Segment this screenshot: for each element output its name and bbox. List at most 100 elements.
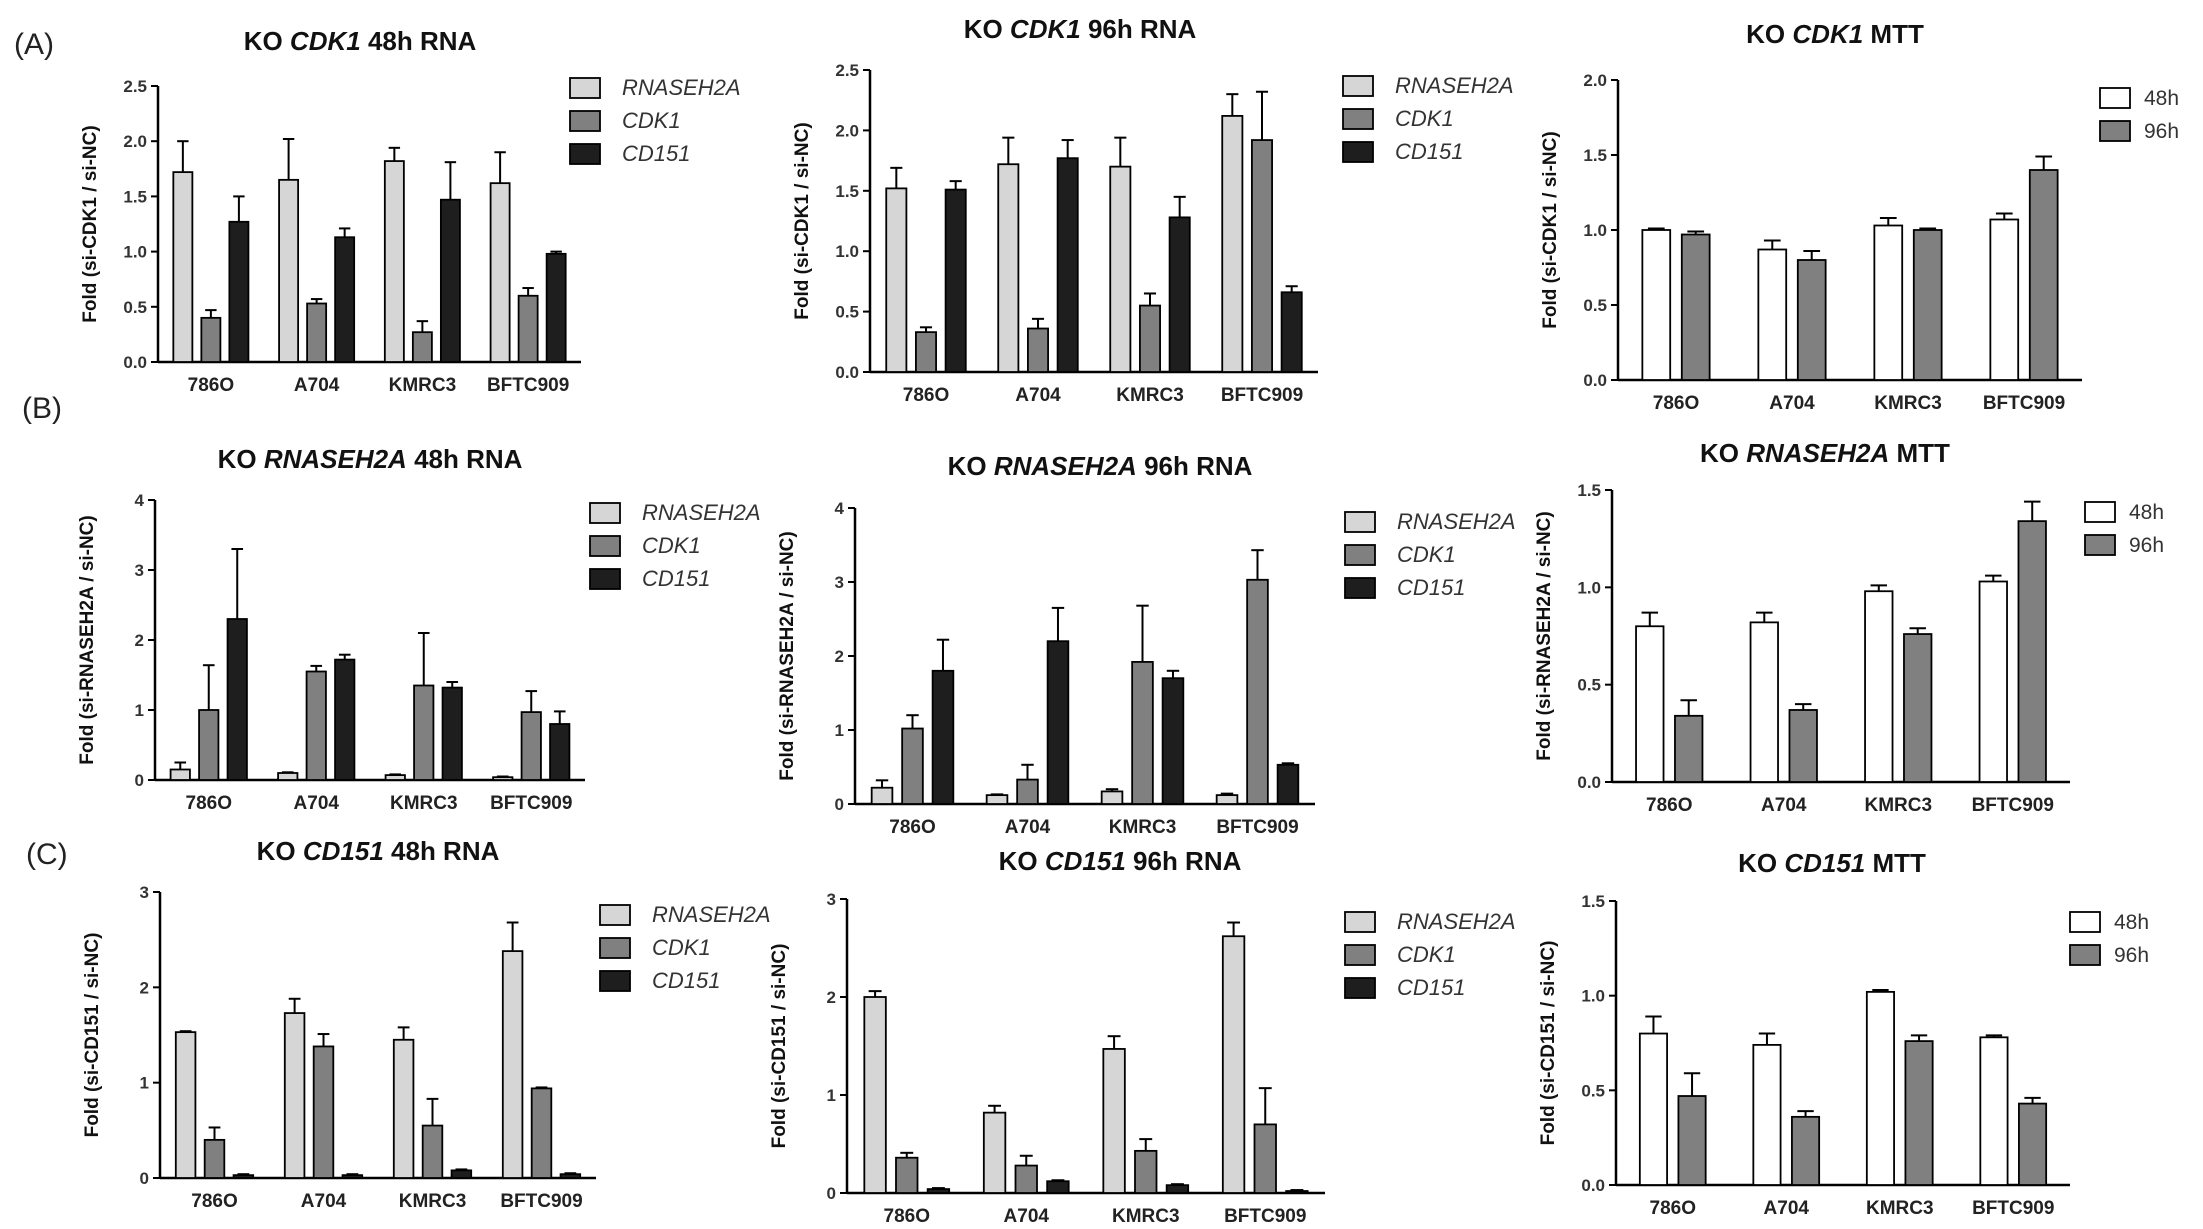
chart-2: KO CDK1 MTT 0.0 0.5 1.0 1.5 2.0 Fold (si-CDK1 … [1540,19,2179,414]
y-axis-label: Fold (si-RNASEH2A / si-NC) [777,531,798,780]
x-tick-label: KMRC3 [1109,817,1177,838]
bar [1674,714,1704,783]
bar [226,618,248,781]
x-tick-label: KMRC3 [1874,393,1942,414]
y-tick-label: 0.5 [1577,676,1601,695]
y-axis-label: Fold (si-CDK1 / si-NC) [792,122,813,319]
legend-label: CDK1 [622,108,681,133]
x-tick-label: KMRC3 [1112,1206,1180,1227]
bar [1046,640,1070,805]
bar [413,684,435,781]
panel-label-c: (C) [26,838,68,871]
legend-swatch [599,904,631,926]
bar [1752,1043,1782,1186]
legend-label: 48h [2144,87,2179,110]
chart-3: KO RNASEH2A 48h RNA 0 1 2 3 4 Fold (si-RNASEH2… [77,444,761,814]
x-tick-label: KMRC3 [1866,1198,1934,1219]
bar [870,786,894,805]
x-tick-label: BFTC909 [500,1191,582,1212]
legend-swatch [2069,944,2101,966]
bar [312,1045,335,1179]
bar [2018,1102,2048,1186]
bar [1757,248,1788,381]
x-tick-label: A704 [1015,385,1061,406]
legend-swatch [569,143,601,165]
bar [863,996,887,1194]
y-tick-label: 1.5 [1577,481,1601,500]
bar [1677,1095,1707,1186]
y-tick-label: 0 [835,795,844,814]
bar [530,1087,553,1179]
bar [931,669,955,805]
bar [501,950,524,1179]
x-tick-label: BFTC909 [1216,817,1298,838]
y-tick-label: 2.0 [1583,71,1607,90]
y-tick-label: 0.5 [1583,296,1607,315]
legend-swatch [599,937,631,959]
bar [1215,794,1239,805]
y-tick-label: 4 [835,499,845,518]
y-axis-label: Fold (si-RNASEH2A / si-NC) [1534,511,1555,760]
chart-1: KO CDK1 96h RNA 0.0 0.5 1.0 1.5 2.0 2.5 Fold (s… [792,14,1514,406]
x-tick-label: 786O [884,1206,930,1227]
bar [1027,327,1049,373]
bar [1161,677,1185,805]
bar [1788,709,1818,783]
x-tick-label: BFTC909 [490,793,572,814]
y-tick-label: 2 [140,978,149,997]
bar [200,316,222,363]
legend-label: 48h [2129,501,2164,524]
bar [1864,590,1894,783]
y-tick-label: 2.0 [123,132,147,151]
legend-label: RNASEH2A [652,902,771,927]
x-tick-label: KMRC3 [1864,795,1932,816]
chart-8: KO CD151 MTT 0.0 0.5 1.0 1.5 Fold (si-CD151 /… [1538,848,2149,1219]
bar [1873,224,1904,381]
legend-swatch [2069,911,2101,933]
bar [1276,763,1300,805]
y-tick-label: 1.0 [1577,578,1601,597]
bar [1989,218,2020,381]
bar [520,711,542,781]
legend-label: CDK1 [1395,106,1454,131]
bar [1979,1036,2009,1186]
bar [1165,1184,1190,1194]
x-tick-label: KMRC3 [399,1191,467,1212]
x-tick-label: A704 [1004,1206,1050,1227]
legend-label: RNASEH2A [1397,909,1516,934]
y-tick-label: 0 [140,1169,149,1188]
legend-label: 96h [2114,944,2149,967]
y-tick-label: 2.5 [835,61,859,80]
x-tick-label: KMRC3 [1116,385,1184,406]
chart-7: KO CD151 96h RNA 0 1 2 3 Fold (si-CD151 / si-… [769,846,1516,1227]
bar [450,1169,473,1179]
bar [1903,633,1933,783]
y-tick-label: 1 [140,1074,149,1093]
y-axis-label: Fold (si-CDK1 / si-NC) [1540,131,1561,328]
chart-title: KO RNASEH2A MTT [1700,438,1950,468]
legend-label: CDK1 [642,533,701,558]
y-tick-label: 0 [827,1184,836,1203]
legend-swatch [589,502,621,524]
x-tick-label: 786O [191,1191,237,1212]
y-axis-label: Fold (si-CD151 / si-NC) [769,944,790,1149]
y-tick-label: 0.0 [1581,1176,1605,1195]
x-tick-label: 786O [889,817,935,838]
x-tick-label: 786O [188,375,234,396]
y-tick-label: 1 [827,1086,836,1105]
x-tick-label: A704 [294,793,340,814]
bar [926,1188,951,1194]
chart-0: KO CDK1 48h RNA 0.0 0.5 1.0 1.5 2.0 2.5 Fold (s… [80,26,741,396]
bar [172,171,194,363]
bar [1134,1149,1158,1194]
chart-title: KO CD151 48h RNA [257,836,500,866]
bar [1109,165,1132,373]
legend-label: CD151 [1397,975,1465,1000]
legend-label: CD151 [1397,575,1465,600]
y-tick-label: 0.0 [1583,371,1607,390]
bar [421,1124,444,1179]
bar [198,709,220,781]
x-tick-label: BFTC909 [1221,385,1303,406]
x-tick-label: 786O [186,793,232,814]
bar [895,1156,919,1194]
